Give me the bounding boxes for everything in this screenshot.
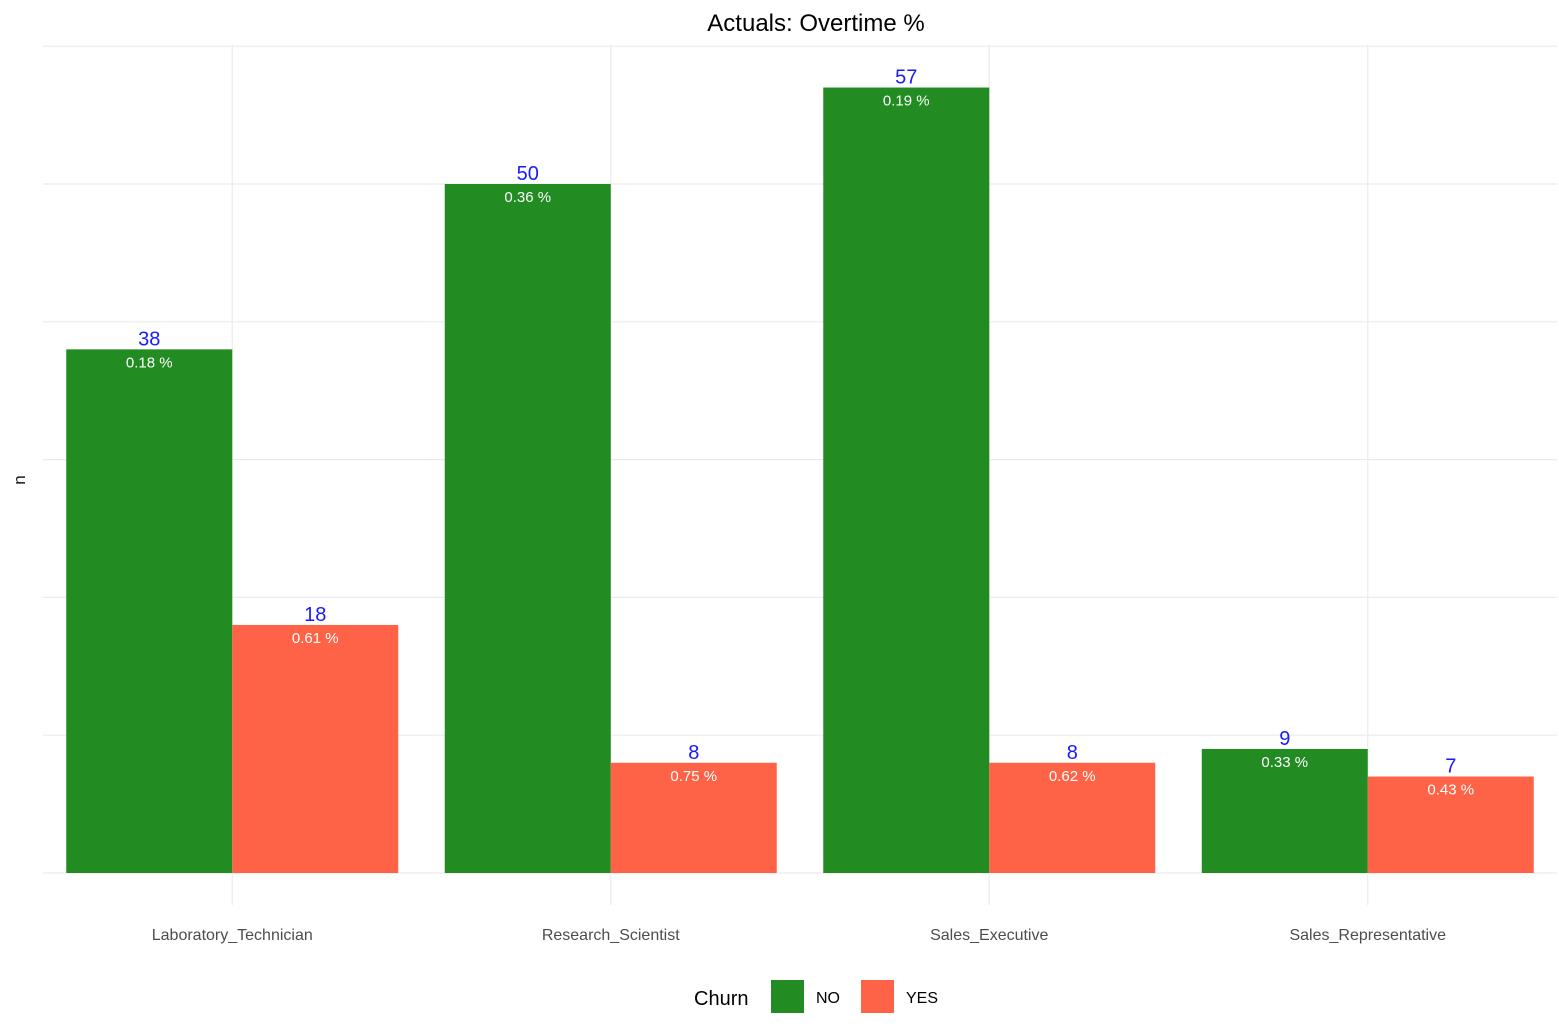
bar-no bbox=[823, 87, 990, 874]
percent-label: 0.62 % bbox=[1049, 768, 1096, 785]
count-label: 7 bbox=[1445, 756, 1456, 778]
count-label: 8 bbox=[1067, 742, 1078, 764]
percent-label: 0.36 % bbox=[504, 189, 551, 206]
count-label: 57 bbox=[895, 67, 917, 89]
legend-key-no bbox=[771, 980, 804, 1013]
bar-yes bbox=[232, 624, 399, 873]
bar-no bbox=[1201, 748, 1368, 873]
bar-labels: 38 0.18 % 50 0.36 % 57 0.19 % 9 0.33 % 18 0.61 % 8… bbox=[126, 67, 1474, 799]
percent-label: 0.18 % bbox=[126, 354, 173, 371]
percent-label: 0.61 % bbox=[292, 630, 339, 647]
percent-label: 0.19 % bbox=[883, 93, 930, 110]
legend-label-yes: YES bbox=[906, 990, 938, 1007]
count-label: 50 bbox=[517, 163, 539, 185]
legend-label-no: NO bbox=[816, 990, 840, 1007]
bar-yes bbox=[610, 762, 777, 873]
x-tick-label: Laboratory_Technician bbox=[152, 927, 313, 944]
percent-label: 0.43 % bbox=[1427, 782, 1474, 799]
bars bbox=[66, 87, 1534, 874]
count-label: 38 bbox=[138, 328, 160, 350]
count-label: 8 bbox=[688, 742, 699, 764]
chart-title: Actuals: Overtime % bbox=[707, 10, 924, 37]
x-axis-ticks: Laboratory_Technician Research_Scientist S… bbox=[152, 927, 1446, 944]
legend: Churn NO YES bbox=[694, 980, 938, 1013]
x-tick-label: Sales_Representative bbox=[1289, 927, 1446, 944]
legend-title: Churn bbox=[694, 988, 748, 1010]
count-label: 18 bbox=[304, 604, 326, 626]
percent-label: 0.75 % bbox=[670, 768, 717, 785]
percent-label: 0.33 % bbox=[1261, 754, 1308, 771]
bar-yes bbox=[1367, 776, 1534, 873]
legend-key-yes bbox=[861, 980, 894, 1013]
bar-yes bbox=[989, 762, 1156, 873]
count-label: 9 bbox=[1279, 728, 1290, 750]
x-tick-label: Research_Scientist bbox=[542, 927, 680, 944]
bar-no bbox=[444, 184, 611, 873]
y-axis-label: n bbox=[10, 475, 29, 484]
x-tick-label: Sales_Executive bbox=[930, 927, 1048, 944]
bar-no bbox=[66, 349, 233, 873]
